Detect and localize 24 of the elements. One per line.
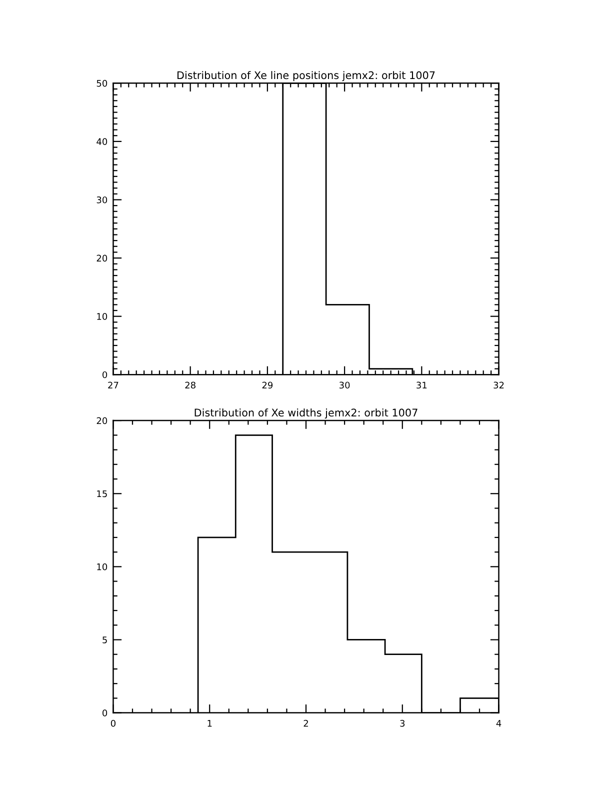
x-tick-label: 28 bbox=[185, 382, 196, 389]
y-tick-label: 10 bbox=[97, 563, 108, 570]
x-tick-label: 0 bbox=[110, 720, 116, 727]
y-tick-label: 10 bbox=[97, 313, 108, 320]
x-tick-label: 3 bbox=[400, 720, 405, 727]
y-tick-label: 5 bbox=[102, 636, 107, 644]
y-tick-label: 50 bbox=[96, 80, 108, 87]
x-tick-label: 29 bbox=[262, 382, 273, 389]
x-tick-label: 31 bbox=[416, 382, 427, 389]
x-tick-label: 2 bbox=[304, 720, 308, 727]
y-tick-label: 0 bbox=[102, 710, 108, 716]
y-tick-label: 40 bbox=[96, 138, 108, 146]
y-tick-label: 0 bbox=[102, 371, 108, 378]
x-tick-label: 1 bbox=[208, 720, 212, 727]
y-tick-label: 20 bbox=[96, 254, 108, 262]
y-tick-label: 20 bbox=[96, 417, 108, 424]
chart-title: Distribution of Xe line positions jemx2: orbit 1007 bbox=[177, 71, 435, 82]
x-tick-label: 27 bbox=[108, 382, 118, 388]
y-tick-label: 30 bbox=[96, 196, 108, 204]
chart-title: Distribution of Xe widths jemx2: orbit 1007 bbox=[194, 408, 418, 419]
x-tick-label: 4 bbox=[496, 720, 502, 727]
x-tick-label: 30 bbox=[340, 382, 350, 389]
y-tick-label: 15 bbox=[97, 490, 107, 498]
x-tick-label: 32 bbox=[494, 382, 504, 389]
